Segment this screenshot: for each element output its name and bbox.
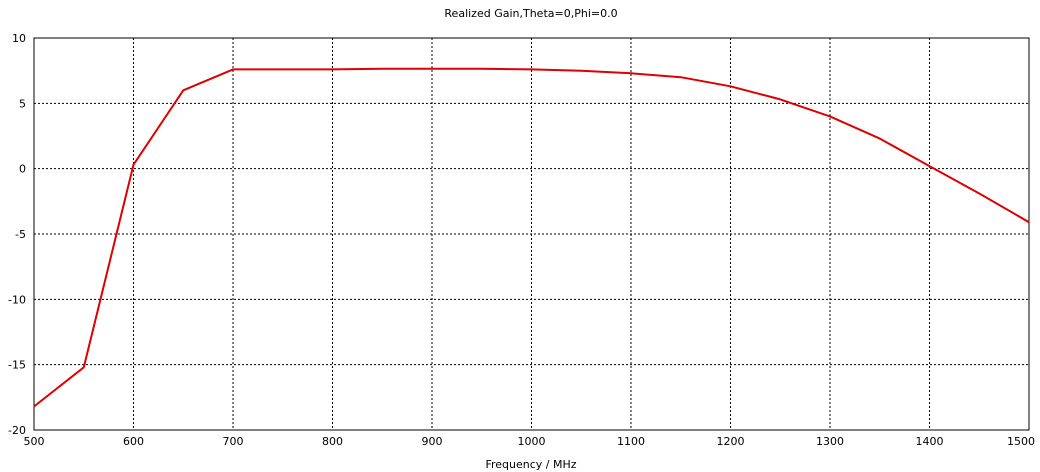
x-tick-label: 1400	[916, 435, 944, 448]
grid	[34, 38, 1029, 430]
y-tick-label: -15	[8, 359, 26, 372]
x-tick-label: 1500	[1007, 435, 1035, 448]
x-tick-label: 700	[223, 435, 244, 448]
y-tick-labels: 10 5 0 -5 -10 -15 -20	[8, 32, 26, 437]
chart-title: Realized Gain,Theta=0,Phi=0.0	[444, 7, 617, 20]
x-axis-label: Frequency / MHz	[485, 458, 576, 471]
y-tick-label: 10	[12, 32, 26, 45]
y-tick-label: 0	[19, 163, 26, 176]
x-tick-label: 1200	[717, 435, 745, 448]
series-layer	[33, 67, 1030, 408]
x-tick-label: 600	[123, 435, 144, 448]
x-tick-label: 900	[422, 435, 443, 448]
x-tick-label: 1300	[816, 435, 844, 448]
x-tick-label: 1000	[518, 435, 546, 448]
x-tick-label: 800	[322, 435, 343, 448]
y-tick-label: -20	[8, 424, 26, 437]
y-tick-label: -5	[15, 228, 26, 241]
x-tick-label: 1100	[617, 435, 645, 448]
y-tick-label: 5	[19, 97, 26, 110]
series-line	[33, 67, 1030, 408]
x-tick-label: 500	[24, 435, 45, 448]
plot-frame	[33, 37, 1030, 431]
y-tick-label: -10	[8, 293, 26, 306]
x-tick-labels: 500 600 700 800 900 1000 1100 1200 1300 1400 1500	[24, 435, 1036, 448]
